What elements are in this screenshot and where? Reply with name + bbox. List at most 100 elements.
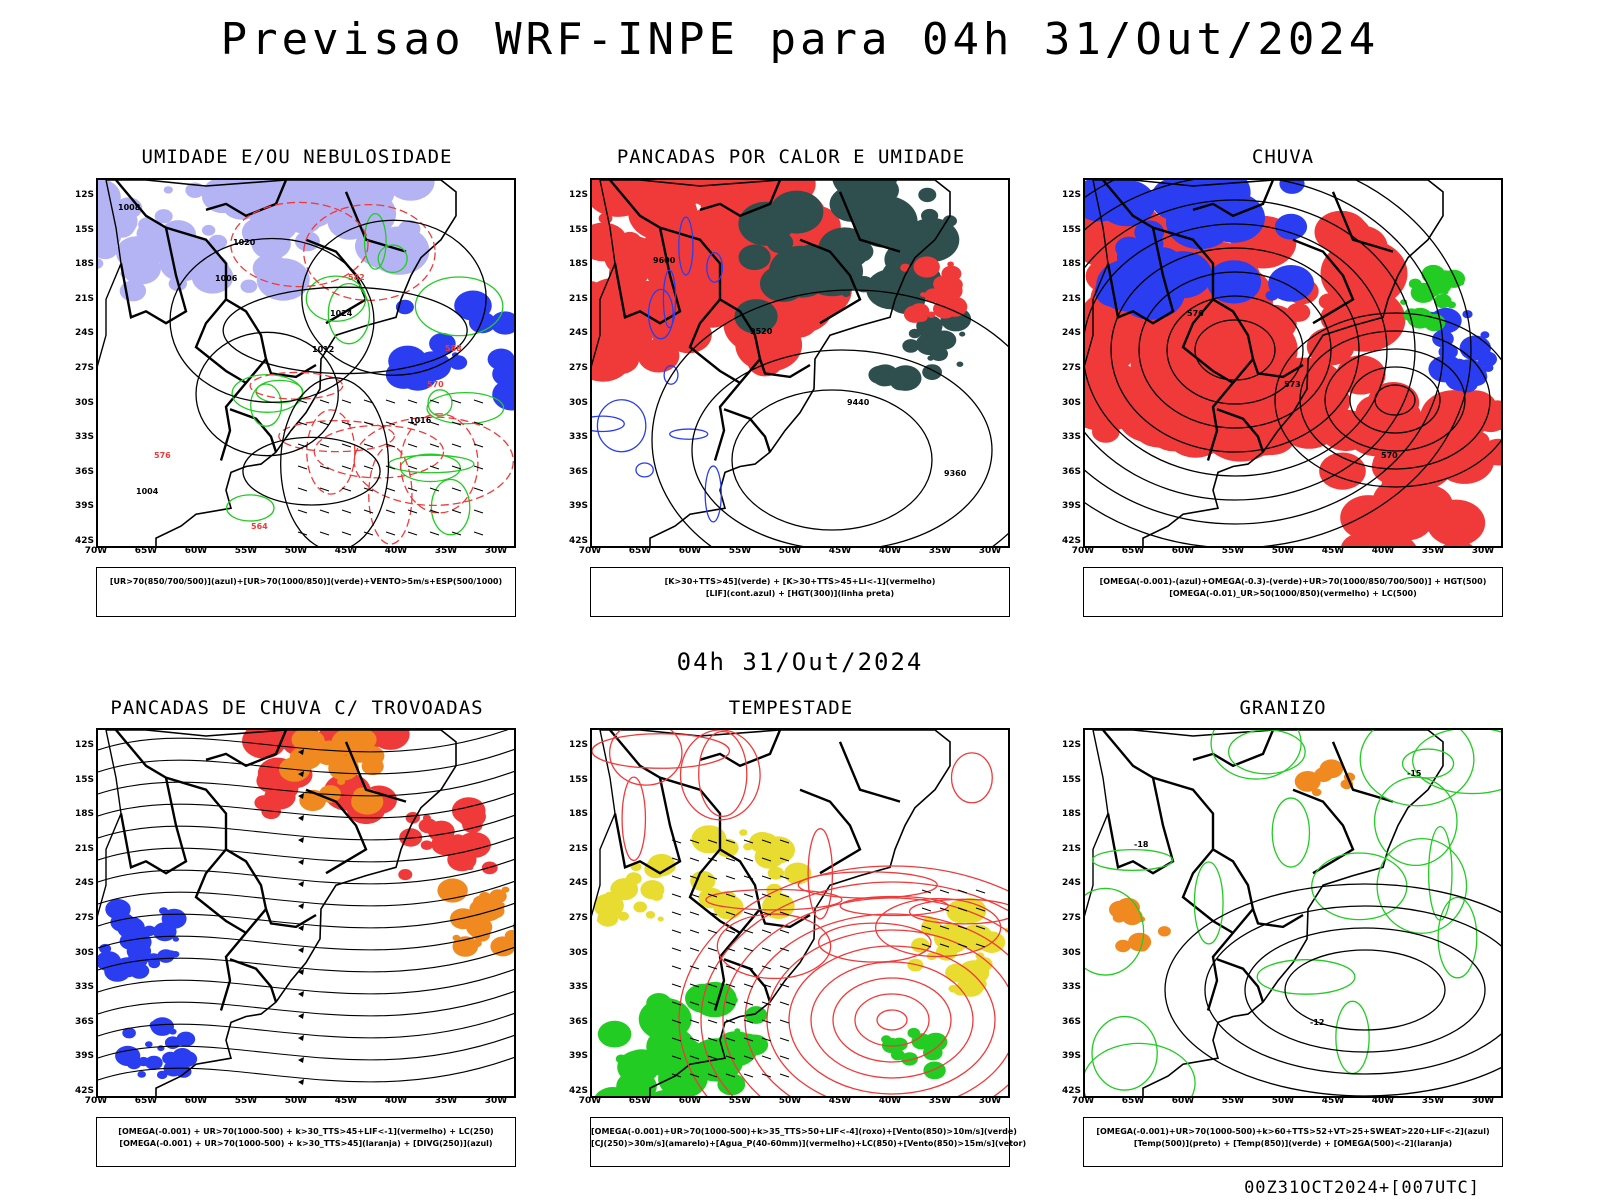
wind-vector bbox=[743, 929, 754, 934]
shower-blob bbox=[512, 922, 514, 931]
wind-vector bbox=[707, 947, 718, 952]
contour-label: 1008 bbox=[118, 203, 141, 212]
lines bbox=[592, 730, 1008, 1096]
lif-contour bbox=[704, 465, 722, 523]
jet-blob bbox=[610, 878, 639, 901]
precip-water-contour bbox=[608, 730, 683, 786]
jet-blob bbox=[644, 859, 668, 879]
precip-water-contour bbox=[679, 730, 761, 821]
lines bbox=[1085, 730, 1501, 1096]
lat-tick-label: 33S bbox=[1061, 982, 1081, 993]
streamline-arrow bbox=[298, 749, 304, 755]
divergence-blob bbox=[169, 1028, 177, 1035]
humidity-high-blob bbox=[135, 257, 152, 271]
temp850-contour bbox=[1376, 837, 1468, 934]
streamline-arrow bbox=[298, 991, 304, 997]
lat-tick-label: 36S bbox=[568, 1016, 588, 1027]
lat-tick-label: 42S bbox=[568, 1086, 588, 1096]
wind-vector bbox=[319, 443, 330, 448]
lat-tick-label: 30S bbox=[1061, 397, 1081, 408]
kindex-blob bbox=[908, 328, 921, 339]
precip-water-contour bbox=[705, 888, 843, 911]
map-tempestade-svg bbox=[592, 730, 1008, 1096]
contour-label: 588 bbox=[445, 344, 462, 353]
legend-pancadas-calor: [K>30+TTS>45](verde) + [K>30+TTS>45+LI<-… bbox=[590, 567, 1010, 617]
lat-tick-label: 27S bbox=[74, 913, 94, 923]
lon-tick-label: 50W bbox=[1271, 546, 1295, 556]
country-border bbox=[609, 180, 762, 461]
coastline bbox=[1093, 730, 1444, 1096]
wind-vector bbox=[743, 1073, 754, 1078]
temp850-contour bbox=[1091, 848, 1174, 872]
streamline bbox=[98, 836, 514, 863]
shower-blob bbox=[437, 878, 468, 903]
lon-tick-label: 35W bbox=[1421, 546, 1445, 556]
wind-vector bbox=[975, 943, 986, 948]
lon-tick-label: 45W bbox=[1321, 546, 1345, 556]
thunderstorm-blob bbox=[274, 779, 299, 799]
lat-tick-label: 30S bbox=[568, 947, 588, 958]
humidity-low-contour bbox=[377, 244, 408, 274]
rain-blob bbox=[1442, 541, 1473, 546]
wind-vector bbox=[671, 1073, 682, 1078]
lc850-contour bbox=[700, 881, 1008, 1096]
wind-vector bbox=[779, 839, 790, 844]
country-border bbox=[613, 227, 682, 325]
country-border bbox=[1106, 777, 1175, 875]
humidity-low-contour bbox=[225, 494, 275, 522]
wind-vector bbox=[341, 487, 352, 492]
wind-vector bbox=[689, 947, 700, 952]
wind-vector bbox=[761, 839, 772, 844]
wind-vector bbox=[473, 443, 484, 448]
coast bbox=[98, 180, 457, 546]
coastline bbox=[1093, 180, 1444, 546]
divergence-blob bbox=[108, 905, 124, 919]
jet-blob bbox=[617, 911, 629, 921]
streamline-arrow bbox=[298, 1035, 304, 1041]
wind-vector bbox=[761, 965, 772, 970]
streamline-arrow bbox=[298, 793, 304, 799]
wind-vector bbox=[707, 929, 718, 934]
wind-vector bbox=[779, 1037, 790, 1042]
hgt500-contour bbox=[1085, 180, 1472, 546]
wind-vector bbox=[451, 465, 462, 470]
wind-vector bbox=[779, 911, 790, 916]
shower-blob bbox=[490, 936, 514, 957]
wind-vector bbox=[689, 965, 700, 970]
humidity-high-blob bbox=[287, 206, 322, 234]
jet-blob bbox=[946, 899, 976, 924]
wind-vector bbox=[407, 487, 418, 492]
map-trovoadas-svg bbox=[98, 730, 514, 1096]
country-border bbox=[194, 298, 247, 384]
wind-vector bbox=[319, 421, 330, 426]
instability-blob bbox=[636, 233, 686, 273]
country-border bbox=[264, 908, 317, 929]
lif-contour bbox=[678, 216, 694, 276]
wind-vector bbox=[761, 875, 772, 880]
lat-tick-label: 24S bbox=[74, 328, 94, 339]
lon-tick-label: 50W bbox=[778, 546, 802, 556]
wind850-blob bbox=[673, 1061, 707, 1088]
jet-blob bbox=[599, 917, 609, 925]
country-border bbox=[688, 848, 741, 934]
wind-vector bbox=[743, 983, 754, 988]
country-border bbox=[1192, 180, 1275, 218]
humidity-high-blob bbox=[138, 217, 157, 233]
wind-vector bbox=[761, 1073, 772, 1078]
country-border bbox=[613, 777, 682, 875]
jet-blob bbox=[598, 901, 606, 908]
humidity-low-contour bbox=[305, 275, 367, 322]
instability-blob bbox=[903, 305, 926, 323]
country-border bbox=[1331, 741, 1394, 803]
kindex-blob bbox=[829, 186, 874, 222]
thunderstorm-blob bbox=[398, 869, 413, 881]
wind-vector bbox=[779, 1073, 790, 1078]
wind-vector bbox=[689, 1055, 700, 1060]
wind-vector bbox=[725, 1019, 736, 1024]
country-border bbox=[758, 908, 811, 929]
lines bbox=[1085, 180, 1501, 546]
lat-tick-label: 18S bbox=[568, 809, 588, 820]
wind-vector bbox=[671, 965, 682, 970]
andes-coast bbox=[1085, 730, 1109, 917]
wind-vector bbox=[385, 509, 396, 514]
